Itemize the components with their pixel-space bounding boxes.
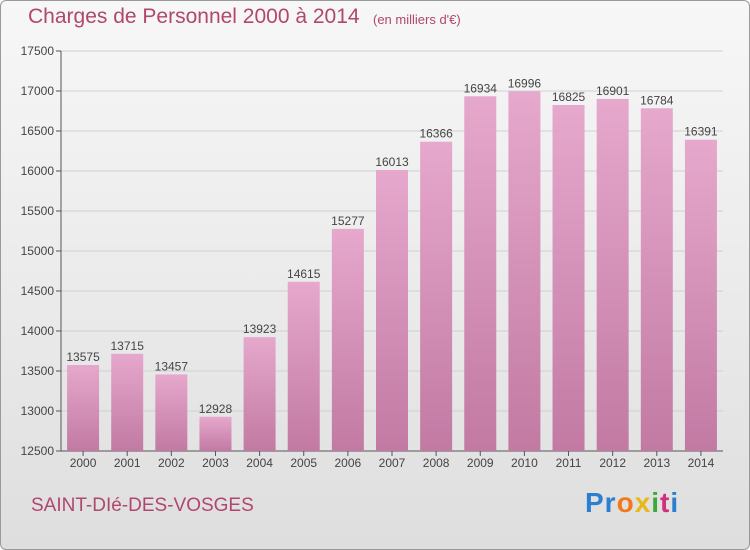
value-label-2010: 16996 bbox=[508, 76, 542, 90]
x-tick-label-2007: 2007 bbox=[379, 456, 406, 470]
y-tick-label: 16500 bbox=[21, 124, 55, 138]
bar-2003 bbox=[199, 416, 232, 451]
value-label-2014: 16391 bbox=[684, 125, 718, 139]
x-tick-label-2006: 2006 bbox=[335, 456, 362, 470]
bar-2005 bbox=[287, 281, 320, 451]
x-tick-labels: 2000 2001 2002 2003 2004 2005 2006 2007 2008 2009… bbox=[70, 451, 715, 470]
x-tick-label-2012: 2012 bbox=[599, 456, 626, 470]
bar-2000 bbox=[67, 365, 100, 451]
x-tick-label-2009: 2009 bbox=[467, 456, 494, 470]
x-tick-label-2003: 2003 bbox=[202, 456, 229, 470]
x-tick-label-2000: 2000 bbox=[70, 456, 97, 470]
y-tick-label: 13000 bbox=[21, 404, 55, 418]
x-tick-label-2004: 2004 bbox=[246, 456, 273, 470]
logo-part: x bbox=[634, 487, 652, 518]
value-label-2006: 15277 bbox=[331, 214, 365, 228]
y-tick-label: 12500 bbox=[21, 444, 55, 458]
bar-2013 bbox=[640, 108, 673, 451]
y-tick-label: 14500 bbox=[21, 284, 55, 298]
bar-2006 bbox=[331, 228, 364, 451]
x-tick-label-2010: 2010 bbox=[511, 456, 538, 470]
value-label-2005: 14615 bbox=[287, 267, 321, 281]
logo-part: t bbox=[660, 487, 671, 518]
y-tick-labels: 12500 13000 13500 14000 14500 15000 15500 16000… bbox=[21, 44, 55, 458]
bar-2001 bbox=[111, 353, 144, 451]
value-label-2002: 13457 bbox=[155, 359, 189, 373]
y-tick-label: 14000 bbox=[21, 324, 55, 338]
proxiti-logo[interactable]: Proxiti bbox=[585, 487, 679, 519]
y-tick-label: 15500 bbox=[21, 204, 55, 218]
value-label-2000: 13575 bbox=[66, 350, 100, 364]
bar-2010 bbox=[508, 91, 541, 451]
y-tick-label: 17500 bbox=[21, 44, 55, 58]
city-name: SAINT-DIé-DES-VOSGES bbox=[31, 495, 254, 516]
y-tick-label: 13500 bbox=[21, 364, 55, 378]
value-label-2008: 16366 bbox=[419, 127, 453, 141]
bars bbox=[67, 91, 717, 452]
x-tick-label-2014: 2014 bbox=[688, 456, 715, 470]
value-label-2003: 12928 bbox=[199, 402, 233, 416]
y-tick-label: 16000 bbox=[21, 164, 55, 178]
bar-2014 bbox=[684, 139, 717, 451]
bar-2002 bbox=[155, 374, 188, 451]
bar-2012 bbox=[596, 98, 629, 452]
value-label-2004: 13923 bbox=[243, 322, 277, 336]
x-tick-label-2008: 2008 bbox=[423, 456, 450, 470]
bar-2011 bbox=[552, 105, 585, 451]
chart-title: Charges de Personnel 2000 à 2014 bbox=[28, 5, 360, 28]
logo-part: o bbox=[616, 487, 635, 518]
value-labels: 13575 13715 13457 12928 13923 14615 15277 16013… bbox=[66, 76, 718, 415]
x-tick-label-2005: 2005 bbox=[290, 456, 317, 470]
bar-2007 bbox=[376, 169, 408, 451]
value-label-2001: 13715 bbox=[111, 339, 145, 353]
x-tick-label-2002: 2002 bbox=[158, 456, 185, 470]
value-label-2011: 16825 bbox=[552, 90, 586, 104]
y-tick-label: 17000 bbox=[21, 84, 55, 98]
y-tick-label: 15000 bbox=[21, 244, 55, 258]
value-label-2012: 16901 bbox=[596, 84, 630, 98]
value-label-2007: 16013 bbox=[375, 155, 409, 169]
logo-part: i bbox=[670, 487, 680, 518]
x-tick-label-2013: 2013 bbox=[643, 456, 670, 470]
bar-2004 bbox=[243, 337, 276, 451]
chart-subtitle: (en milliers d'€) bbox=[373, 12, 461, 27]
value-label-2009: 16934 bbox=[464, 81, 498, 95]
logo-part: Pr bbox=[585, 487, 617, 518]
logo-part: i bbox=[651, 487, 661, 518]
value-label-2013: 16784 bbox=[640, 93, 674, 107]
bar-2009 bbox=[464, 96, 497, 451]
x-tick-label-2011: 2011 bbox=[556, 456, 582, 470]
bar-2008 bbox=[420, 141, 453, 451]
x-tick-label-2001: 2001 bbox=[114, 456, 141, 470]
